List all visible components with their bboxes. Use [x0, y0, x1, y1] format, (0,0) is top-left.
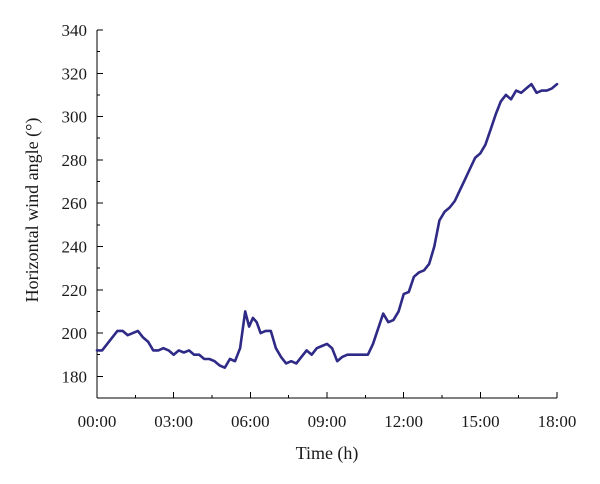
y-tick-label: 220 [62, 281, 88, 300]
x-tick-label: 18:00 [538, 412, 577, 431]
y-tick-label: 300 [62, 108, 88, 127]
x-axis-ticks: 00:00 03:00 06:00 09:00 12:00 15:00 18:00 [78, 392, 577, 431]
x-tick-label: 09:00 [308, 412, 347, 431]
x-tick-label: 00:00 [78, 412, 117, 431]
y-axis-title: Horizontal wind angle (°) [22, 118, 43, 303]
x-axis-title: Time (h) [296, 443, 359, 464]
x-tick-label: 03:00 [154, 412, 193, 431]
series-line [95, 82, 559, 370]
y-tick-label: 200 [62, 324, 88, 343]
x-tick-label: 15:00 [461, 412, 500, 431]
y-tick-label: 240 [62, 237, 88, 256]
series-group [95, 82, 559, 370]
y-tick-label: 280 [62, 151, 88, 170]
y-tick-label: 260 [62, 194, 88, 213]
y-axis-ticks: 180 200 220 240 260 280 300 320 340 [62, 21, 103, 399]
y-tick-label: 340 [62, 21, 88, 40]
x-tick-label: 12:00 [384, 412, 423, 431]
y-tick-label: 180 [62, 367, 88, 386]
x-tick-label: 06:00 [231, 412, 270, 431]
y-tick-label: 320 [62, 64, 88, 83]
